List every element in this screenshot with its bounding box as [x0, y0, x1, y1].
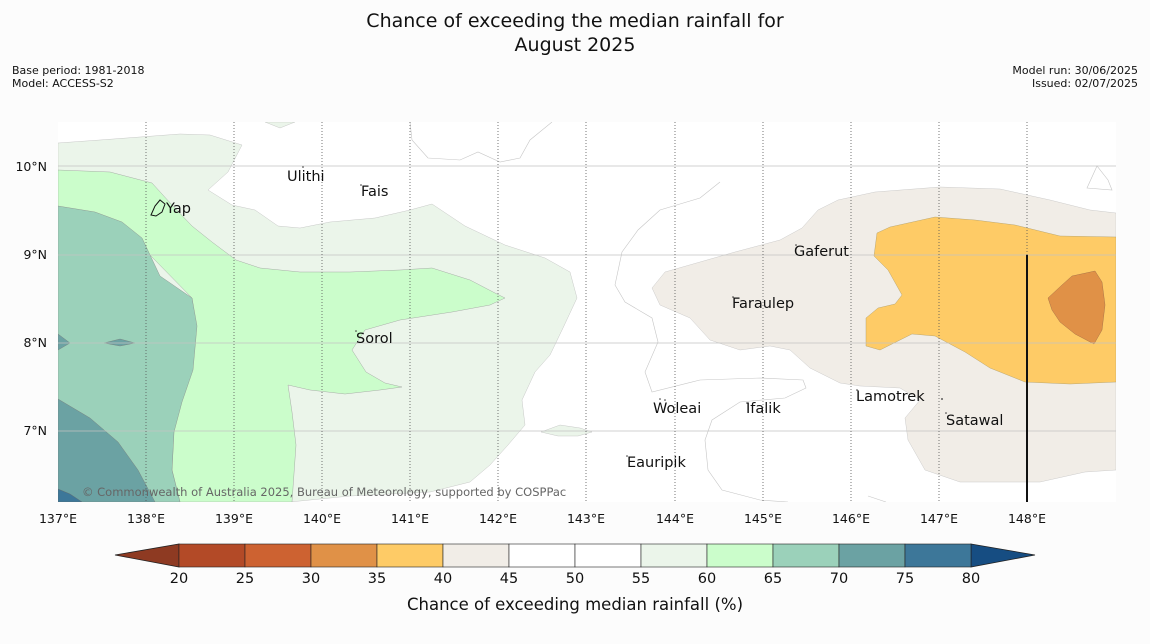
lon-tick-144e: 144°E [656, 511, 694, 526]
colorbar-bin-75-80 [904, 543, 972, 568]
colorbar-tick-30: 30 [302, 571, 320, 587]
contour-line-west [614, 181, 807, 502]
colorbar-bin-55-60 [640, 543, 708, 568]
contour-line-north [409, 122, 553, 163]
colorbar: 20 25 30 35 40 45 50 55 60 65 70 75 80 C… [114, 543, 1036, 614]
contour-line-south [867, 495, 887, 502]
colorbar-bin-20-25 [178, 543, 246, 568]
lon-tick-142e: 142°E [479, 511, 517, 526]
lon-tick-143e: 143°E [567, 511, 605, 526]
contour-line-east-islet [1086, 165, 1113, 191]
map-title: Chance of exceeding the median rainfall … [0, 9, 1150, 57]
place-sorol: Sorol [356, 331, 393, 347]
map-area: Yap Ulithi Fais Gaferut Faraulep Sorol L… [58, 122, 1116, 502]
lon-tick-147e: 147°E [920, 511, 958, 526]
colorbar-bin-45-50 [508, 543, 576, 568]
colorbar-extend-high [970, 543, 1036, 568]
lon-tick-141e: 141°E [391, 511, 429, 526]
lat-tick-7n: 7°N [23, 423, 47, 438]
contour-30-35 [1047, 270, 1106, 345]
lon-tick-138e: 138°E [127, 511, 165, 526]
model-run-text: Model run: 30/06/2025 [1012, 64, 1138, 77]
title-line-1: Chance of exceeding the median rainfall … [366, 10, 784, 32]
colorbar-tick-75: 75 [896, 571, 914, 587]
colorbar-bin-40-45 [442, 543, 510, 568]
island-markers [302, 166, 947, 457]
place-faraulep: Faraulep [732, 296, 794, 312]
contour-70-75 [58, 398, 156, 502]
colorbar-bin-60-65 [706, 543, 774, 568]
place-yap: Yap [165, 201, 191, 217]
colorbar-tick-20: 20 [170, 571, 188, 587]
colorbar-extend-low [114, 543, 180, 568]
colorbar-bin-65-70 [772, 543, 840, 568]
colorbar-tick-55: 55 [632, 571, 650, 587]
colorbar-bin-25-30 [244, 543, 312, 568]
colorbar-tick-labels: 20 25 30 35 40 45 50 55 60 65 70 75 80 [170, 571, 980, 587]
colorbar-tick-80: 80 [962, 571, 980, 587]
colorbar-bin-70-75 [838, 543, 906, 568]
contour-75-80 [58, 488, 83, 502]
colorbar-title: Chance of exceeding median rainfall (%) [407, 595, 743, 614]
lat-tick-8n: 8°N [23, 335, 47, 350]
colorbar-bin-35-40 [376, 543, 444, 568]
colorbar-tick-25: 25 [236, 571, 254, 587]
place-ifalik: Ifalik [746, 401, 781, 417]
place-gaferut: Gaferut [794, 244, 849, 260]
place-woleai: Woleai [653, 401, 701, 417]
colorbar-tick-70: 70 [830, 571, 848, 587]
contour-55-60-islet-a [540, 424, 593, 437]
place-lamotrek: Lamotrek [856, 389, 925, 405]
base-info: Base period: 1981-2018 Model: ACCESS-S2 [12, 64, 145, 90]
yap-island-outline [150, 199, 166, 217]
lat-tick-labels: 10°N 9°N 8°N 7°N [15, 159, 47, 438]
colorbar-tick-65: 65 [764, 571, 782, 587]
copyright-text: © Commonwealth of Australia 2025, Bureau… [82, 485, 566, 499]
base-period-text: Base period: 1981-2018 [12, 64, 145, 77]
colorbar-tick-60: 60 [698, 571, 716, 587]
place-eauripik: Eauripik [627, 455, 686, 471]
place-ulithi: Ulithi [287, 169, 325, 185]
lon-tick-148e: 148°E [1008, 511, 1046, 526]
lon-tick-139e: 139°E [215, 511, 253, 526]
colorbar-bins [178, 543, 972, 568]
lat-tick-9n: 9°N [23, 247, 47, 262]
run-info: Model run: 30/06/2025 Issued: 02/07/2025 [1012, 64, 1138, 90]
contour-35-40 [865, 216, 1116, 385]
colorbar-bin-50-55 [574, 543, 642, 568]
colorbar-bin-30-35 [310, 543, 378, 568]
contour-70-75-a [58, 333, 71, 351]
title-line-2: August 2025 [514, 34, 636, 56]
lon-tick-labels: 137°E 138°E 139°E 140°E 141°E 142°E 143°… [39, 511, 1046, 526]
place-fais: Fais [361, 184, 388, 200]
lon-tick-140e: 140°E [303, 511, 341, 526]
place-satawal: Satawal [946, 413, 1003, 429]
issued-text: Issued: 02/07/2025 [1031, 76, 1138, 90]
lon-tick-137e: 137°E [39, 511, 77, 526]
contour-55-60-islet-b [264, 122, 296, 129]
colorbar-tick-35: 35 [368, 571, 386, 587]
colorbar-tick-50: 50 [566, 571, 584, 587]
colorbar-tick-40: 40 [434, 571, 452, 587]
colorbar-tick-45: 45 [500, 571, 518, 587]
model-text: Model: ACCESS-S2 [12, 76, 114, 90]
lon-tick-146e: 146°E [832, 511, 870, 526]
lat-tick-10n: 10°N [15, 159, 47, 174]
lon-tick-145e: 145°E [744, 511, 782, 526]
